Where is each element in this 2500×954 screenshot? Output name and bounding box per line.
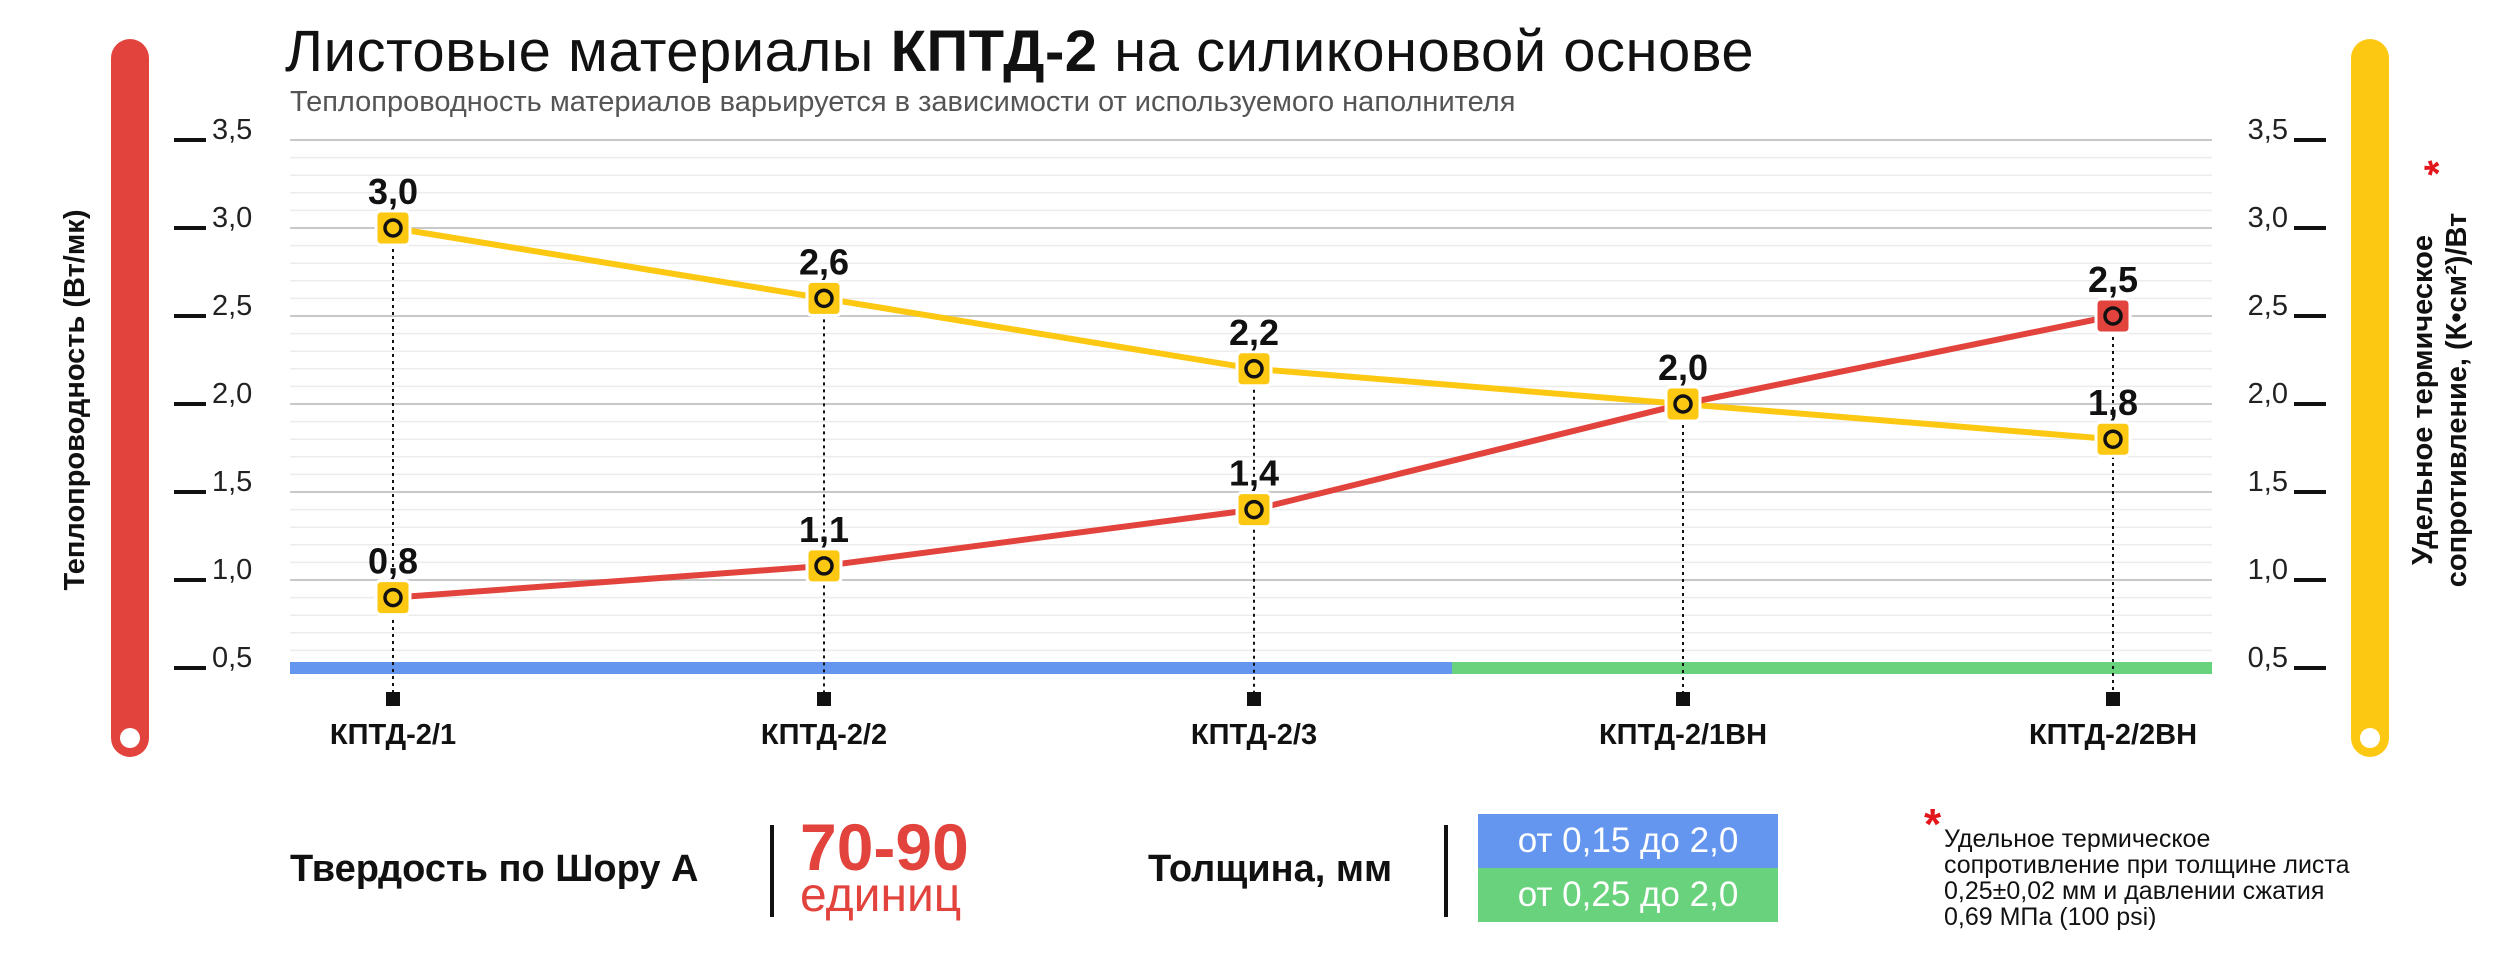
y-tick-label-right: 3,0 xyxy=(2248,202,2288,234)
thickness-label: Толщина, мм xyxy=(1148,848,1393,890)
title-text-bold: КПТД-2 xyxy=(890,19,1098,84)
category-label: КПТД-2/2ВН xyxy=(2029,719,2197,751)
y-axis-title-star-icon: * xyxy=(2417,160,2461,176)
y-tick-label-left: 3,5 xyxy=(212,114,252,146)
data-point-marker xyxy=(1235,350,1273,388)
y-tick-label-left: 2,5 xyxy=(212,290,252,322)
y-tick-label-left: 2,0 xyxy=(212,378,252,410)
hardness-value: 70-90 xyxy=(800,810,969,884)
thickness-range-green: от 0,25 до 2,0 xyxy=(1478,868,1778,922)
category-tick-marker xyxy=(386,692,400,706)
data-point-ring xyxy=(2103,306,2123,326)
data-point-marker xyxy=(374,579,412,617)
title-text-suffix: на силиконовой основе xyxy=(1097,19,1755,84)
y-tick-label-right: 2,5 xyxy=(2248,290,2288,322)
data-label: 1,1 xyxy=(799,509,849,550)
category-label: КПТД-2/3 xyxy=(1191,719,1317,751)
footnote-text: Удельное термическое сопротивление при т… xyxy=(1944,825,2350,931)
data-point-marker xyxy=(805,547,843,585)
data-point-marker xyxy=(1664,385,1702,423)
category-label: КПТД-2/1ВН xyxy=(1599,719,1767,751)
y-axis-title-left: Теплопроводность (Вт/мк) xyxy=(59,210,91,591)
data-label: 3,0 xyxy=(368,171,418,212)
data-label: 2,2 xyxy=(1229,312,1279,353)
y-tick-label-left: 1,5 xyxy=(212,466,252,498)
data-point-marker xyxy=(2094,297,2132,335)
line-chart: 0,8 1,1 1,4 2,0 2,5 3,0 2,6 2,2 1,8 0,5 0,5 1,0 1,0… xyxy=(59,39,2473,757)
data-label: 2,5 xyxy=(2088,259,2138,300)
y-tick-label-left: 0,5 xyxy=(212,642,252,674)
y-tick-label-right: 1,0 xyxy=(2248,554,2288,586)
thickness-range-blue: от 0,15 до 2,0 xyxy=(1478,814,1778,868)
hardness-label: Твердость по Шору А xyxy=(290,848,699,890)
left-axis-bar-dot xyxy=(120,728,140,748)
data-point-marker xyxy=(805,279,843,317)
data-point-ring xyxy=(814,288,834,309)
footnote-star-icon: * xyxy=(1924,800,1942,849)
y-tick-label-right: 3,5 xyxy=(2248,114,2288,146)
category-tick-marker xyxy=(2106,692,2120,706)
data-label: 2,6 xyxy=(799,241,849,282)
category-tick-marker xyxy=(1247,692,1261,706)
data-label: 0,8 xyxy=(368,541,418,582)
data-point-marker xyxy=(2094,420,2132,458)
data-label: 1,4 xyxy=(1229,453,1279,494)
data-label: 2,0 xyxy=(1658,347,1708,388)
data-point-ring xyxy=(1244,499,1264,520)
page-title: Листовые материалы КПТД-2 на силиконовой… xyxy=(285,18,1754,85)
data-point-ring xyxy=(1673,394,1693,414)
right-axis-bar-dot xyxy=(2360,728,2380,748)
y-axis-title-right-line2: сопротивление, (К•см²)/Вт xyxy=(2441,213,2473,588)
y-tick-label-left: 1,0 xyxy=(212,554,252,586)
divider xyxy=(1444,825,1448,917)
hardness-unit: единиц xyxy=(800,869,962,922)
data-point-ring xyxy=(814,556,834,576)
title-text-regular: Листовые материалы xyxy=(285,19,891,84)
y-tick-label-right: 0,5 xyxy=(2248,642,2288,674)
category-label: КПТД-2/1 xyxy=(330,719,456,751)
page-subtitle: Теплопроводность материалов варьируется … xyxy=(290,86,1516,118)
data-point-ring xyxy=(383,587,403,608)
category-label: КПТД-2/2 xyxy=(761,719,887,751)
data-point-ring xyxy=(1244,359,1264,379)
data-point-marker xyxy=(1235,491,1273,529)
category-band-green xyxy=(1452,662,2212,674)
data-point-marker xyxy=(374,209,412,247)
data-point-ring xyxy=(2103,429,2123,449)
y-axis-title-right-line1: Удельное термическое xyxy=(2407,235,2439,565)
category-tick-marker xyxy=(817,692,831,706)
category-band-blue xyxy=(290,662,1452,674)
data-label: 1,8 xyxy=(2088,382,2138,423)
divider xyxy=(770,825,774,917)
y-tick-label-left: 3,0 xyxy=(212,202,252,234)
data-point-ring xyxy=(383,218,403,238)
y-tick-label-right: 2,0 xyxy=(2248,378,2288,410)
category-tick-marker xyxy=(1676,692,1690,706)
y-tick-label-right: 1,5 xyxy=(2248,466,2288,498)
